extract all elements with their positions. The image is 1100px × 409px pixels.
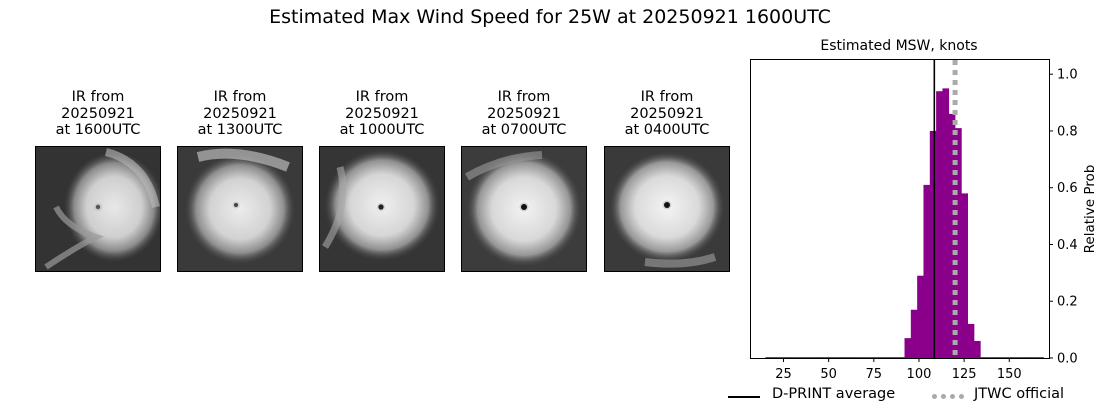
figure-title: Estimated Max Wind Speed for 25W at 2025… (269, 6, 831, 28)
histogram-bar (816, 357, 823, 358)
histogram-bar (866, 357, 874, 358)
x-tick-label: 50 (820, 367, 837, 382)
histogram-bar (847, 357, 855, 358)
histogram-bar (822, 357, 829, 358)
histogram-bar (904, 338, 912, 358)
ir-image-2 (177, 146, 303, 272)
ir-image-3 (319, 146, 445, 272)
chart-legend: D-PRINT average JTWC official (720, 386, 1100, 408)
histogram-bar (784, 357, 792, 358)
x-tick-label: 150 (997, 367, 1022, 382)
histogram-bar (828, 357, 836, 358)
histogram-bar (999, 357, 1006, 358)
histogram-bar (917, 275, 924, 358)
histogram-bar (841, 357, 848, 358)
ir-panel-title-3: IR from 20250921 at 1000UTC (339, 89, 425, 138)
plot-frame (750, 59, 1050, 359)
histogram-bar (993, 357, 1000, 358)
histogram-bar (1024, 357, 1032, 358)
histogram-bar (1005, 357, 1013, 358)
ir-panel-title-4: IR from 20250921 at 0700UTC (481, 89, 567, 138)
histogram-bar (790, 357, 798, 358)
y-tick-label: 0.4 (1057, 238, 1078, 253)
ir-image-4 (461, 146, 587, 272)
histogram-bar (929, 130, 937, 358)
histogram-bar (961, 193, 969, 358)
ir-panel-title-2: IR from 20250921 at 1300UTC (197, 89, 283, 138)
histogram-bar (910, 309, 918, 358)
x-tick-label: 100 (907, 367, 932, 382)
histogram-bar (834, 357, 842, 358)
histogram-bar (853, 357, 861, 358)
x-tick-label: 125 (952, 367, 977, 382)
ir-image-1 (35, 146, 161, 272)
histogram-bar (986, 357, 994, 358)
histogram-bar (948, 113, 956, 358)
y-tick-label: 0.0 (1057, 352, 1078, 367)
x-tick-label: 75 (866, 367, 883, 382)
ir-panel-title-1: IR from 20250921 at 1600UTC (55, 89, 141, 138)
histogram-bar (898, 357, 905, 358)
histogram-bar (879, 357, 886, 358)
histogram-bar (980, 357, 987, 358)
histogram-bar (936, 91, 943, 358)
histogram-bar (771, 357, 779, 358)
histogram-bar (765, 357, 773, 358)
y-axis-label: Relative Prob (1082, 165, 1098, 254)
histogram-bar (1030, 357, 1038, 358)
histogram-bar (955, 128, 962, 358)
histogram-bar (872, 357, 880, 358)
histogram-bar (1011, 357, 1019, 358)
histogram-bar (923, 184, 931, 358)
legend-dprint-swatch (728, 396, 760, 398)
histogram-bar (1037, 357, 1044, 358)
chart-title: Estimated MSW, knots (820, 38, 977, 54)
histogram-bar (860, 357, 867, 358)
histogram-bar (797, 357, 804, 358)
y-tick-label: 0.6 (1057, 181, 1078, 196)
y-tick-label: 0.8 (1057, 124, 1078, 139)
y-tick-label: 1.0 (1057, 68, 1078, 83)
legend-jtwc-label: JTWC official (974, 386, 1065, 402)
y-tick-label: 0.2 (1057, 295, 1078, 310)
histogram-bar (803, 357, 810, 358)
ir-panel-title-5: IR from 20250921 at 0400UTC (624, 89, 710, 138)
histogram-bar (967, 323, 975, 358)
histogram-bar (891, 357, 899, 358)
histogram-bar (778, 357, 785, 358)
histogram-bar (1018, 357, 1025, 358)
histogram-bar (974, 340, 981, 358)
histogram-bar (885, 357, 893, 358)
x-tick-label: 25 (775, 367, 792, 382)
legend-jtwc-swatch (932, 394, 964, 399)
histogram-bar (942, 88, 950, 358)
ir-image-5 (604, 146, 730, 272)
histogram-bar (809, 357, 817, 358)
legend-dprint-label: D-PRINT average (772, 386, 896, 402)
